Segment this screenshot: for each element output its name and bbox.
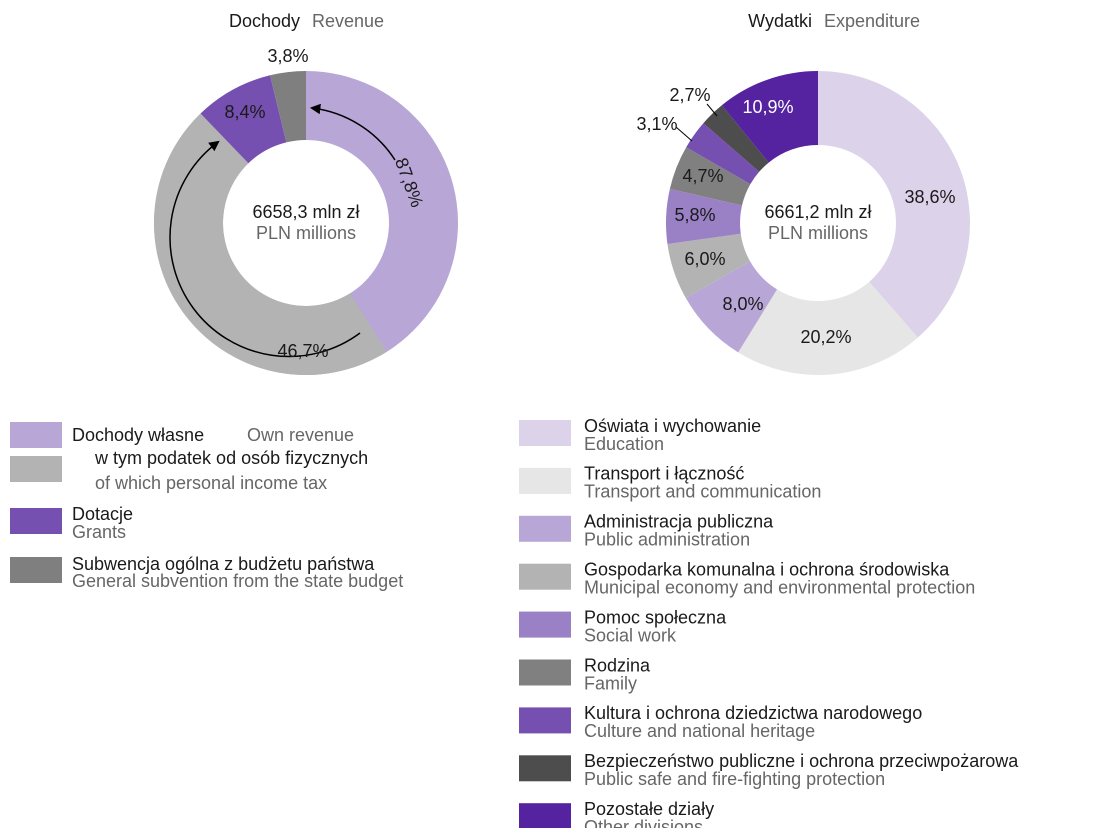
legend-label: Subwencja ogólna z budżetu państwa <box>72 554 375 574</box>
leader-line <box>706 103 718 117</box>
center-unit: PLN millions <box>256 223 356 243</box>
legend-label: w tym podatek od osób fizycznych <box>94 448 368 468</box>
legend-swatch <box>519 563 571 590</box>
legend-label-en: Family <box>584 673 637 693</box>
legend-swatch <box>519 707 571 734</box>
legend-label: Oświata i wychowanie <box>584 416 761 436</box>
chart-title-en: Revenue <box>312 11 384 31</box>
value-label: 4,7% <box>682 166 723 186</box>
donut-sub-slice <box>154 113 387 375</box>
legend-swatch <box>519 755 571 782</box>
value-label: 5,8% <box>674 205 715 225</box>
legend-label: Gospodarka komunalna i ochrona środowisk… <box>584 559 950 579</box>
legend-label: Pozostałe działy <box>584 799 714 819</box>
legend-label: Kultura i ochrona dziedzictwa narodowego <box>584 703 922 723</box>
legend-label: Dochody własne <box>72 425 204 445</box>
value-label: 20,2% <box>800 327 851 347</box>
donut-slice <box>685 261 778 353</box>
donut-slice <box>669 147 751 206</box>
legend-label-en: Culture and national heritage <box>584 721 815 741</box>
value-label: 6,0% <box>684 249 725 269</box>
legend-label-en: Education <box>584 434 664 454</box>
leader-line <box>675 126 693 142</box>
donut-slice <box>667 233 751 298</box>
legend-swatch <box>519 420 571 446</box>
legend-label-en: Transport and communication <box>584 482 821 502</box>
arrow <box>309 103 396 161</box>
legend-label: Dotacje <box>72 504 133 524</box>
value-label: 8,4% <box>224 102 265 122</box>
legend-label-en: Public safe and fire-fighting protection <box>584 769 885 789</box>
legend-swatch <box>10 508 62 534</box>
legend-label-en: Public administration <box>584 530 750 550</box>
legend-swatch <box>519 467 571 494</box>
donut-slice <box>666 188 742 244</box>
legend-label-en: Own revenue <box>247 425 354 445</box>
donut-slice <box>270 71 306 143</box>
value-label: 3,1% <box>636 114 677 134</box>
legend-label-en: of which personal income tax <box>95 473 327 493</box>
legend-label-en: Social work <box>584 625 677 645</box>
donut-slice <box>686 123 760 185</box>
legend-label-en: Grants <box>72 522 126 542</box>
value-label: 10,9% <box>742 97 793 117</box>
donut-slice <box>721 71 818 163</box>
chart-title: Wydatki <box>748 11 812 31</box>
value-label: 3,8% <box>267 46 308 66</box>
legend-label: Rodzina <box>584 655 651 675</box>
legend-swatch <box>519 515 571 542</box>
donut-slice <box>703 105 769 172</box>
chart-title-en: Expenditure <box>824 11 920 31</box>
donut-slice <box>818 71 970 338</box>
legend-swatch <box>519 803 571 828</box>
value-label: 8,0% <box>722 294 763 314</box>
center-value: 6661,2 mln zł <box>764 202 871 222</box>
legend-label: Pomoc społeczna <box>584 607 727 627</box>
center-value: 6658,3 mln zł <box>252 202 359 222</box>
value-label: 2,7% <box>669 85 710 105</box>
chart-title: Dochody <box>229 11 300 31</box>
arrow <box>169 140 361 358</box>
donut-slice <box>200 75 287 164</box>
legend-label-en: Other divisions <box>584 817 703 828</box>
legend-swatch <box>519 659 571 686</box>
legend-label: Bezpieczeństwo publiczne i ochrona przec… <box>584 751 1019 771</box>
legend-swatch <box>10 557 62 583</box>
marks <box>154 71 970 375</box>
legend-swatch <box>10 422 62 448</box>
legend-label: Administracja publiczna <box>584 512 774 532</box>
donut-slice <box>738 281 918 375</box>
legend-label: Transport i łączność <box>584 464 744 484</box>
center-unit: PLN millions <box>768 223 868 243</box>
legend-label-en: Municipal economy and environmental prot… <box>584 577 975 597</box>
legend-swatch <box>10 456 62 482</box>
value-label: 46,7% <box>277 341 328 361</box>
legend-swatch <box>519 611 571 638</box>
legend-label-en: General subvention from the state budget <box>72 571 403 591</box>
value-label: 38,6% <box>904 187 955 207</box>
